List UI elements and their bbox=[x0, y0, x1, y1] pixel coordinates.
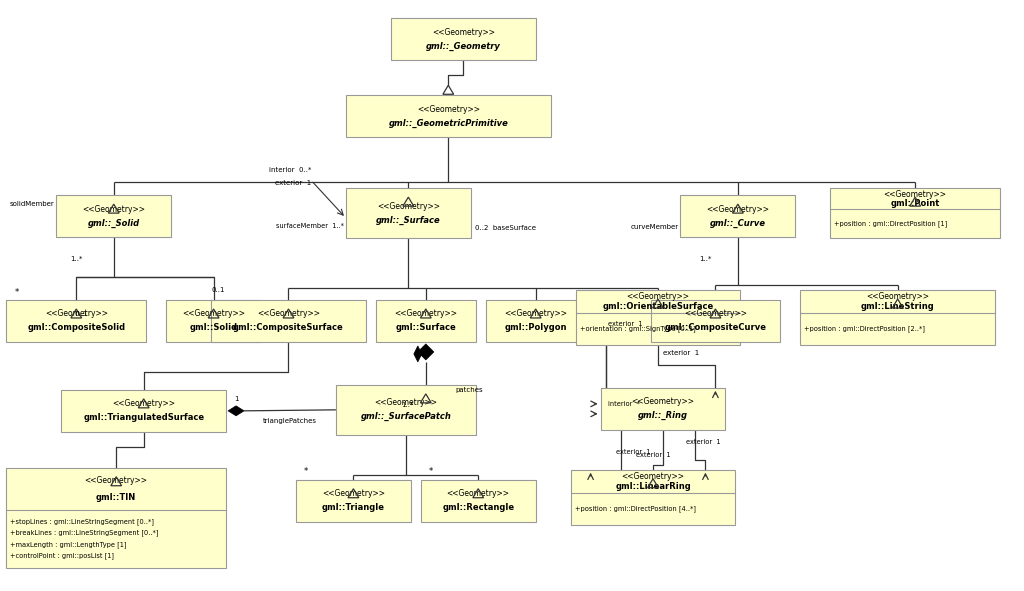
Text: gml::Triangle: gml::Triangle bbox=[322, 503, 385, 512]
Text: gml::CompositeSurface: gml::CompositeSurface bbox=[233, 323, 344, 333]
Text: gml::OrientableSurface: gml::OrientableSurface bbox=[602, 302, 714, 311]
Bar bbox=[485, 300, 586, 342]
Text: gml::_Geometry: gml::_Geometry bbox=[426, 42, 501, 51]
Text: gml::_Ring: gml::_Ring bbox=[638, 411, 688, 420]
Bar bbox=[211, 300, 366, 342]
Text: gml::_Surface: gml::_Surface bbox=[376, 216, 440, 225]
Text: gml::LinearRing: gml::LinearRing bbox=[615, 482, 691, 491]
Text: <<Geometry>>: <<Geometry>> bbox=[884, 190, 946, 199]
Bar bbox=[650, 300, 780, 342]
Text: <<Geometry>>: <<Geometry>> bbox=[45, 310, 108, 319]
Text: <<Geometry>>: <<Geometry>> bbox=[377, 202, 440, 210]
Text: gml::TIN: gml::TIN bbox=[96, 493, 136, 502]
Polygon shape bbox=[228, 406, 244, 416]
Text: <<Geometry>>: <<Geometry>> bbox=[417, 105, 480, 113]
Bar bbox=[391, 18, 536, 60]
Text: gml::_SurfacePatch: gml::_SurfacePatch bbox=[360, 413, 452, 421]
Bar bbox=[681, 195, 796, 237]
Text: gml::CompositeSolid: gml::CompositeSolid bbox=[28, 323, 125, 333]
Bar bbox=[296, 480, 411, 522]
Text: +stopLines : gml::LineStringSegment [0..*]: +stopLines : gml::LineStringSegment [0..… bbox=[10, 518, 155, 525]
Text: *: * bbox=[429, 467, 433, 476]
Text: <<Geometry>>: <<Geometry>> bbox=[432, 28, 495, 37]
Text: <<Geometry>>: <<Geometry>> bbox=[504, 310, 567, 319]
Text: <<Geometry>>: <<Geometry>> bbox=[684, 310, 746, 319]
Text: <<Geometry>>: <<Geometry>> bbox=[257, 310, 319, 319]
Text: +position : gml::DirectPosition [1]: +position : gml::DirectPosition [1] bbox=[835, 220, 947, 227]
Text: gml::_Solid: gml::_Solid bbox=[88, 219, 140, 228]
Text: 1: 1 bbox=[233, 396, 239, 402]
Bar bbox=[570, 470, 735, 525]
Text: <<Geometry>>: <<Geometry>> bbox=[113, 400, 175, 408]
Text: 1..*: 1..* bbox=[699, 256, 712, 262]
Bar bbox=[376, 300, 476, 342]
Text: gml::Rectangle: gml::Rectangle bbox=[442, 503, 514, 512]
Text: 0..1: 0..1 bbox=[75, 311, 88, 317]
Text: gml::Solid: gml::Solid bbox=[189, 323, 238, 333]
Text: gml::CompositeCurve: gml::CompositeCurve bbox=[665, 323, 766, 333]
Text: interior  0..*: interior 0..* bbox=[268, 167, 311, 173]
Text: solidMember: solidMember bbox=[9, 201, 54, 207]
Bar bbox=[6, 467, 226, 567]
Text: +position : gml::DirectPosition [2..*]: +position : gml::DirectPosition [2..*] bbox=[804, 326, 926, 332]
Polygon shape bbox=[418, 344, 434, 360]
Text: +controlPoint : gml::posList [1]: +controlPoint : gml::posList [1] bbox=[10, 553, 115, 560]
Text: gml::Polygon: gml::Polygon bbox=[505, 323, 567, 333]
Text: gml::_Curve: gml::_Curve bbox=[710, 219, 766, 228]
Text: <<Geometry>>: <<Geometry>> bbox=[866, 293, 929, 301]
Text: +position : gml::DirectPosition [4..*]: +position : gml::DirectPosition [4..*] bbox=[574, 505, 695, 512]
Text: +breakLines : gml::LineStringSegment [0..*]: +breakLines : gml::LineStringSegment [0.… bbox=[10, 530, 159, 536]
Text: <<Geometry>>: <<Geometry>> bbox=[394, 310, 458, 319]
Text: 1..*: 1..* bbox=[401, 402, 414, 408]
Text: gml::_GeometricPrimitive: gml::_GeometricPrimitive bbox=[388, 119, 508, 128]
Text: patches: patches bbox=[456, 387, 483, 393]
Bar bbox=[801, 290, 995, 345]
Text: <<Geometry>>: <<Geometry>> bbox=[622, 472, 684, 481]
Text: <<Geometry>>: <<Geometry>> bbox=[375, 398, 437, 407]
Text: trianglePatches: trianglePatches bbox=[263, 418, 317, 424]
Text: exterior  1: exterior 1 bbox=[607, 321, 642, 327]
Text: gml::Surface: gml::Surface bbox=[395, 323, 456, 333]
Text: <<Geometry>>: <<Geometry>> bbox=[446, 489, 510, 498]
Text: <<Geometry>>: <<Geometry>> bbox=[632, 397, 694, 407]
Text: 1..*: 1..* bbox=[70, 256, 83, 262]
Text: interior  *: interior * bbox=[607, 401, 640, 407]
Text: 0..1: 0..1 bbox=[212, 287, 225, 293]
Text: exterior  1: exterior 1 bbox=[615, 449, 650, 455]
Bar bbox=[600, 388, 725, 430]
Text: gml::Point: gml::Point bbox=[891, 199, 940, 208]
Text: <<Geometry>>: <<Geometry>> bbox=[627, 293, 689, 301]
Text: +orientation : gml::SignType [0..1]: +orientation : gml::SignType [0..1] bbox=[580, 326, 695, 332]
Bar bbox=[6, 300, 146, 342]
Bar bbox=[56, 195, 171, 237]
Bar bbox=[421, 480, 536, 522]
Bar bbox=[336, 385, 476, 435]
Text: curveMember: curveMember bbox=[631, 224, 679, 230]
Text: +maxLength : gml::LengthType [1]: +maxLength : gml::LengthType [1] bbox=[10, 541, 127, 548]
Text: <<Geometry>>: <<Geometry>> bbox=[322, 489, 385, 498]
Text: *: * bbox=[14, 287, 18, 297]
Polygon shape bbox=[414, 346, 422, 362]
Text: <<Geometry>>: <<Geometry>> bbox=[182, 310, 245, 319]
Text: gml::TriangulatedSurface: gml::TriangulatedSurface bbox=[83, 413, 204, 423]
Bar bbox=[346, 95, 551, 137]
Text: surfaceMember  1..*: surfaceMember 1..* bbox=[275, 223, 344, 229]
Text: <<Geometry>>: <<Geometry>> bbox=[707, 204, 769, 213]
Text: exterior  1: exterior 1 bbox=[636, 452, 671, 458]
Text: exterior  1: exterior 1 bbox=[274, 180, 311, 186]
Text: exterior  1: exterior 1 bbox=[663, 350, 699, 356]
Text: *: * bbox=[304, 467, 308, 476]
Text: <<Geometry>>: <<Geometry>> bbox=[85, 476, 147, 485]
Bar bbox=[61, 390, 226, 432]
Bar bbox=[575, 290, 740, 345]
Text: <<Geometry>>: <<Geometry>> bbox=[82, 204, 145, 213]
Bar bbox=[346, 188, 471, 238]
Text: 0..2  baseSurface: 0..2 baseSurface bbox=[475, 225, 536, 231]
Text: exterior  1: exterior 1 bbox=[686, 439, 721, 445]
Bar bbox=[166, 300, 261, 342]
Bar bbox=[830, 188, 1000, 238]
Text: gml::LineString: gml::LineString bbox=[861, 302, 935, 311]
